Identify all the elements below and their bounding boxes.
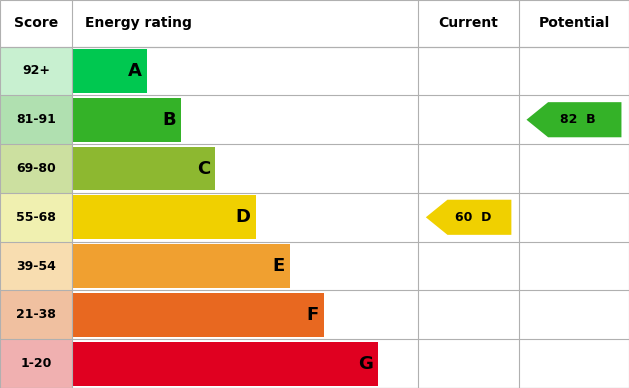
- Text: 21-38: 21-38: [16, 308, 56, 321]
- Bar: [0, 339, 72, 388]
- Polygon shape: [526, 102, 621, 137]
- Text: E: E: [272, 257, 285, 275]
- Text: 39-54: 39-54: [16, 260, 56, 272]
- Text: Energy rating: Energy rating: [85, 16, 192, 30]
- Bar: [0, 95, 72, 144]
- Bar: [72, 342, 378, 386]
- Text: F: F: [306, 306, 319, 324]
- Bar: [0, 47, 72, 95]
- Text: 1-20: 1-20: [21, 357, 52, 370]
- Bar: [0, 291, 72, 339]
- Text: D: D: [236, 208, 251, 226]
- Bar: [72, 147, 215, 191]
- Text: Score: Score: [14, 16, 58, 30]
- Polygon shape: [426, 200, 511, 235]
- Text: 60  D: 60 D: [455, 211, 491, 224]
- Text: G: G: [358, 355, 373, 372]
- Bar: [0, 193, 72, 242]
- Bar: [0, 144, 72, 193]
- Bar: [72, 244, 290, 288]
- Text: 92+: 92+: [22, 64, 50, 78]
- Bar: [72, 98, 181, 142]
- Text: 82  B: 82 B: [560, 113, 596, 126]
- Bar: [72, 293, 324, 337]
- Text: Potential: Potential: [538, 16, 610, 30]
- Bar: [72, 195, 256, 239]
- Text: Current: Current: [438, 16, 499, 30]
- Text: 81-91: 81-91: [16, 113, 56, 126]
- Text: 55-68: 55-68: [16, 211, 56, 224]
- Text: A: A: [128, 62, 142, 80]
- Text: C: C: [197, 159, 210, 177]
- Text: B: B: [162, 111, 176, 129]
- Bar: [72, 49, 147, 93]
- Text: 69-80: 69-80: [16, 162, 56, 175]
- Bar: [0, 242, 72, 291]
